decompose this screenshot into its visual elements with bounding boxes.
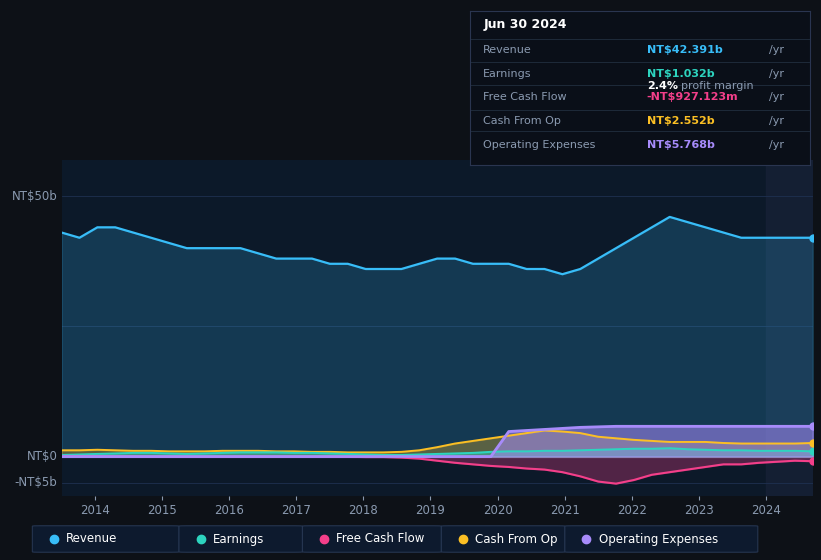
Text: NT$42.391b: NT$42.391b xyxy=(647,45,722,55)
Text: Cash From Op: Cash From Op xyxy=(475,533,557,545)
Text: -NT$927.123m: -NT$927.123m xyxy=(647,92,738,102)
Text: NT$1.032b: NT$1.032b xyxy=(647,68,714,78)
Text: 2.4%: 2.4% xyxy=(647,81,678,91)
Text: profit margin: profit margin xyxy=(681,81,754,91)
Bar xyxy=(766,160,813,496)
Text: NT$50b: NT$50b xyxy=(11,190,57,203)
FancyBboxPatch shape xyxy=(565,526,758,552)
FancyBboxPatch shape xyxy=(32,526,179,552)
Text: Operating Expenses: Operating Expenses xyxy=(484,140,595,150)
Text: Free Cash Flow: Free Cash Flow xyxy=(337,533,424,545)
Text: Earnings: Earnings xyxy=(484,68,532,78)
Text: Earnings: Earnings xyxy=(213,533,264,545)
Text: /yr: /yr xyxy=(769,45,784,55)
Text: /yr: /yr xyxy=(769,115,784,125)
Text: NT$0: NT$0 xyxy=(26,450,57,463)
Text: Revenue: Revenue xyxy=(484,45,532,55)
Text: NT$5.768b: NT$5.768b xyxy=(647,140,714,150)
Text: /yr: /yr xyxy=(769,68,784,78)
Text: Free Cash Flow: Free Cash Flow xyxy=(484,92,566,102)
Text: Operating Expenses: Operating Expenses xyxy=(599,533,718,545)
Text: NT$2.552b: NT$2.552b xyxy=(647,115,714,125)
Text: -NT$5b: -NT$5b xyxy=(15,476,57,489)
Text: /yr: /yr xyxy=(769,140,784,150)
FancyBboxPatch shape xyxy=(179,526,302,552)
Text: Cash From Op: Cash From Op xyxy=(484,115,561,125)
FancyBboxPatch shape xyxy=(302,526,442,552)
FancyBboxPatch shape xyxy=(442,526,565,552)
Text: Revenue: Revenue xyxy=(67,533,117,545)
Text: Jun 30 2024: Jun 30 2024 xyxy=(484,18,566,31)
Text: /yr: /yr xyxy=(769,92,784,102)
